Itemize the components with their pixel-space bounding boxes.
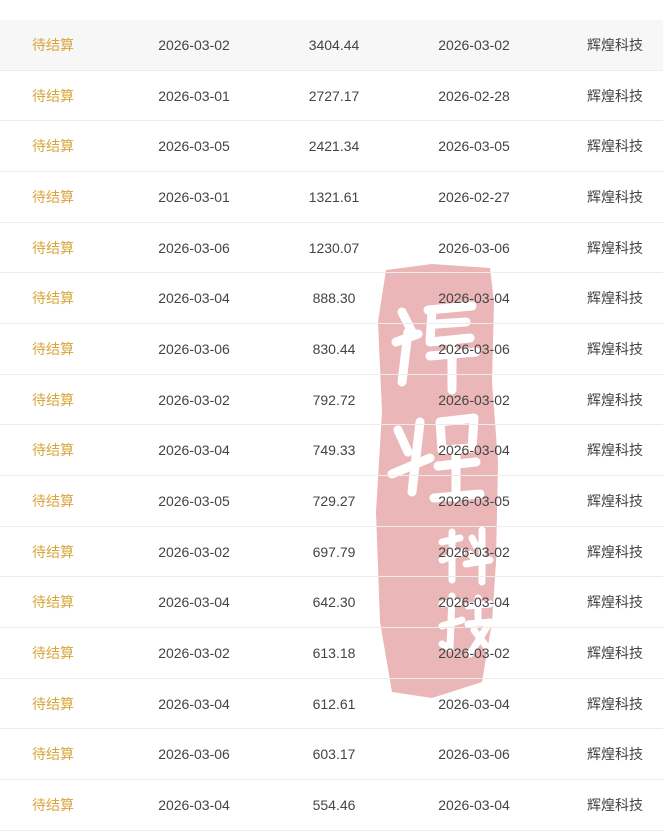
company-cell: 辉煌科技 <box>587 391 643 408</box>
company-cell: 辉煌科技 <box>587 37 643 53</box>
company-cell: 辉煌科技 <box>587 442 643 459</box>
status-cell: 待结算 <box>32 442 74 459</box>
status-cell: 待结算 <box>32 138 74 155</box>
company-cell: 辉煌科技 <box>587 340 643 357</box>
amount-cell: 613.18 <box>312 644 356 661</box>
settle-date-cell: 2026-03-04 <box>438 442 510 459</box>
status-cell: 待结算 <box>32 796 74 813</box>
amount-cell: 642.30 <box>312 594 356 611</box>
status-cell: 待结算 <box>32 87 74 104</box>
settle-date-cell: 2026-03-04 <box>438 594 510 611</box>
settlement-table: 待结算 2026-03-02 3404.44 2026-03-02 辉煌科技 待结算 202… <box>0 20 663 831</box>
amount-cell: 729.27 <box>312 492 356 509</box>
amount-cell: 792.72 <box>312 391 356 408</box>
date-cell: 2026-03-01 <box>158 188 230 205</box>
company-cell: 辉煌科技 <box>587 543 643 560</box>
date-cell: 2026-03-02 <box>158 644 230 661</box>
table-row[interactable]: 待结算 2026-03-02 792.72 2026-03-02 辉煌科技 <box>0 375 663 426</box>
company-cell: 辉煌科技 <box>587 138 643 155</box>
amount-cell: 830.44 <box>312 340 356 357</box>
settle-date-cell: 2026-03-04 <box>438 796 510 813</box>
status-cell: 待结算 <box>32 37 74 53</box>
status-cell: 待结算 <box>32 340 74 357</box>
table-row[interactable]: 待结算 2026-03-04 749.33 2026-03-04 辉煌科技 <box>0 425 663 476</box>
company-cell: 辉煌科技 <box>587 239 643 256</box>
date-cell: 2026-03-01 <box>158 87 230 104</box>
status-cell: 待结算 <box>32 695 74 712</box>
amount-cell: 749.33 <box>312 442 356 459</box>
company-cell: 辉煌科技 <box>587 796 643 813</box>
settle-date-cell: 2026-03-02 <box>438 644 510 661</box>
date-cell: 2026-03-05 <box>158 492 230 509</box>
date-cell: 2026-03-04 <box>158 695 230 712</box>
settle-date-cell: 2026-03-05 <box>438 492 510 509</box>
date-cell: 2026-03-02 <box>158 391 230 408</box>
amount-cell: 888.30 <box>312 290 356 307</box>
company-cell: 辉煌科技 <box>587 695 643 712</box>
amount-cell: 554.46 <box>312 796 356 813</box>
settle-date-cell: 2026-02-28 <box>438 87 510 104</box>
table-top-edge <box>0 0 663 21</box>
table-row[interactable]: 待结算 2026-03-04 612.61 2026-03-04 辉煌科技 <box>0 679 663 730</box>
date-cell: 2026-03-04 <box>158 290 230 307</box>
date-cell: 2026-03-04 <box>158 796 230 813</box>
status-cell: 待结算 <box>32 492 74 509</box>
settle-date-cell: 2026-02-27 <box>438 188 510 205</box>
company-cell: 辉煌科技 <box>587 644 643 661</box>
date-cell: 2026-03-02 <box>158 37 230 53</box>
company-cell: 辉煌科技 <box>587 290 643 307</box>
settle-date-cell: 2026-03-06 <box>438 746 510 763</box>
status-cell: 待结算 <box>32 746 74 763</box>
table-row[interactable]: 待结算 2026-03-02 613.18 2026-03-02 辉煌科技 <box>0 628 663 679</box>
table-row[interactable]: 待结算 2026-03-06 830.44 2026-03-06 辉煌科技 <box>0 324 663 375</box>
table-row[interactable]: 待结算 2026-03-04 888.30 2026-03-04 辉煌科技 <box>0 273 663 324</box>
table-row[interactable]: 待结算 2026-03-01 1321.61 2026-02-27 辉煌科技 <box>0 172 663 223</box>
amount-cell: 3404.44 <box>308 37 360 53</box>
table-row[interactable]: 待结算 2026-03-06 603.17 2026-03-06 辉煌科技 <box>0 729 663 780</box>
status-cell: 待结算 <box>32 239 74 256</box>
date-cell: 2026-03-06 <box>158 746 230 763</box>
table-row[interactable]: 待结算 2026-03-05 729.27 2026-03-05 辉煌科技 <box>0 476 663 527</box>
status-cell: 待结算 <box>32 188 74 205</box>
table-row[interactable]: 待结算 2026-03-02 3404.44 2026-03-02 辉煌科技 <box>0 20 663 71</box>
status-cell: 待结算 <box>32 543 74 560</box>
status-cell: 待结算 <box>32 594 74 611</box>
status-cell: 待结算 <box>32 644 74 661</box>
settle-date-cell: 2026-03-04 <box>438 290 510 307</box>
amount-cell: 2421.34 <box>308 138 360 155</box>
amount-cell: 603.17 <box>312 746 356 763</box>
amount-cell: 2727.17 <box>308 87 360 104</box>
settle-date-cell: 2026-03-02 <box>438 391 510 408</box>
table-row[interactable]: 待结算 2026-03-04 554.46 2026-03-04 辉煌科技 <box>0 780 663 831</box>
settle-date-cell: 2026-03-02 <box>438 37 510 53</box>
settle-date-cell: 2026-03-06 <box>438 340 510 357</box>
company-cell: 辉煌科技 <box>587 746 643 763</box>
table-row[interactable]: 待结算 2026-03-02 697.79 2026-03-02 辉煌科技 <box>0 527 663 578</box>
table-row[interactable]: 待结算 2026-03-05 2421.34 2026-03-05 辉煌科技 <box>0 121 663 172</box>
date-cell: 2026-03-04 <box>158 594 230 611</box>
date-cell: 2026-03-04 <box>158 442 230 459</box>
settle-date-cell: 2026-03-04 <box>438 695 510 712</box>
amount-cell: 612.61 <box>312 695 356 712</box>
table-row[interactable]: 待结算 2026-03-06 1230.07 2026-03-06 辉煌科技 <box>0 223 663 274</box>
table-row[interactable]: 待结算 2026-03-01 2727.17 2026-02-28 辉煌科技 <box>0 71 663 122</box>
status-cell: 待结算 <box>32 391 74 408</box>
company-cell: 辉煌科技 <box>587 87 643 104</box>
amount-cell: 697.79 <box>312 543 356 560</box>
settle-date-cell: 2026-03-02 <box>438 543 510 560</box>
company-cell: 辉煌科技 <box>587 492 643 509</box>
settle-date-cell: 2026-03-05 <box>438 138 510 155</box>
date-cell: 2026-03-05 <box>158 138 230 155</box>
company-cell: 辉煌科技 <box>587 188 643 205</box>
date-cell: 2026-03-06 <box>158 340 230 357</box>
amount-cell: 1230.07 <box>308 239 360 256</box>
company-cell: 辉煌科技 <box>587 594 643 611</box>
date-cell: 2026-03-02 <box>158 543 230 560</box>
settle-date-cell: 2026-03-06 <box>438 239 510 256</box>
date-cell: 2026-03-06 <box>158 239 230 256</box>
amount-cell: 1321.61 <box>308 188 360 205</box>
status-cell: 待结算 <box>32 290 74 307</box>
table-row[interactable]: 待结算 2026-03-04 642.30 2026-03-04 辉煌科技 <box>0 577 663 628</box>
